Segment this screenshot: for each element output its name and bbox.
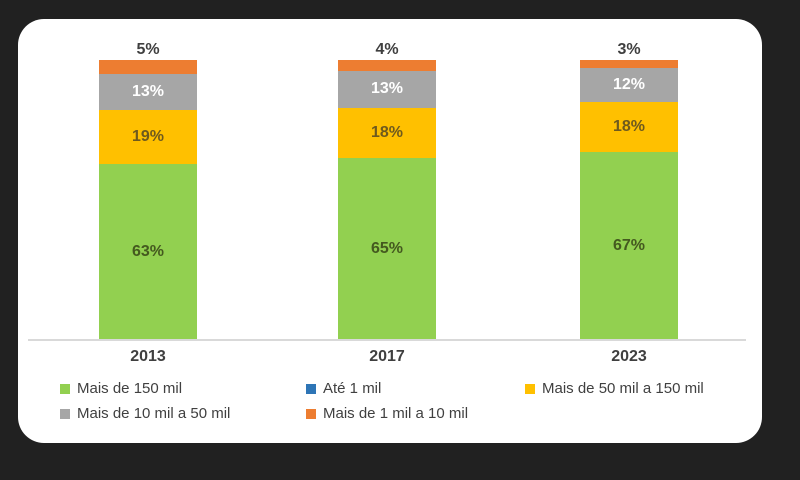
bar-segment: 63% — [99, 163, 197, 340]
segment-value-label: 65% — [370, 239, 404, 257]
bar-segment: 67% — [580, 152, 678, 340]
segment-value-label: 63% — [131, 242, 165, 260]
legend-item-mais-de-1-mil-a-10-mil: Mais de 1 mil a 10 mil — [306, 405, 468, 422]
bar-group-2013: 5% 13% 19% 63% — [99, 41, 197, 340]
bar-segment — [99, 60, 197, 74]
x-axis-tick-2017: 2017 — [369, 348, 405, 365]
legend-item-mais-de-10-mil-a-50-mil: Mais de 10 mil a 50 mil — [60, 405, 230, 422]
legend-swatch-gray-icon — [60, 408, 70, 419]
stacked-bar: 12% 18% 67% — [580, 60, 678, 340]
legend-swatch-yellow-icon — [525, 383, 535, 394]
segment-value-label: 19% — [131, 127, 165, 145]
bar-outside-value-label: 3% — [617, 41, 641, 58]
bar-segment — [338, 60, 436, 72]
bar-segment — [580, 60, 678, 69]
legend-label: Mais de 150 mil — [77, 380, 183, 397]
x-axis-tick-2013: 2013 — [130, 348, 166, 365]
segment-value-label: 67% — [612, 237, 646, 255]
bar-segment: 13% — [338, 71, 436, 108]
segment-value-label: 13% — [131, 83, 165, 101]
segment-value-label: 18% — [370, 123, 404, 141]
segment-value-label: 12% — [612, 76, 646, 94]
plot-area: 5% 13% 19% 63% 4% 13% 18% 65% 3% 12% 18% 67% 2… — [18, 19, 762, 443]
legend-label: Mais de 10 mil a 50 mil — [77, 405, 231, 422]
stacked-bar: 13% 19% 63% — [99, 60, 197, 340]
legend-item-ate-1-mil: Até 1 mil — [306, 380, 381, 397]
bar-outside-value-label: 5% — [136, 41, 160, 58]
legend-label: Mais de 1 mil a 10 mil — [323, 405, 469, 422]
segment-value-label: 18% — [612, 118, 646, 136]
bar-segment: 18% — [338, 107, 436, 158]
legend-swatch-blue-icon — [306, 383, 316, 394]
x-axis-line — [28, 339, 746, 341]
bar-segment: 65% — [338, 157, 436, 340]
bar-segment: 18% — [580, 101, 678, 153]
bar-group-2017: 4% 13% 18% 65% — [338, 41, 436, 340]
bar-segment: 19% — [99, 110, 197, 164]
legend-swatch-green-icon — [60, 383, 70, 394]
legend-label: Mais de 50 mil a 150 mil — [542, 380, 704, 397]
bar-group-2023: 3% 12% 18% 67% — [580, 41, 678, 340]
legend-item-mais-de-50-mil-a-150-mil: Mais de 50 mil a 150 mil — [525, 380, 704, 397]
legend-item-mais-de-150-mil: Mais de 150 mil — [60, 380, 182, 397]
segment-value-label: 13% — [370, 80, 404, 98]
legend-swatch-orange-icon — [306, 408, 316, 419]
legend-label: Até 1 mil — [323, 380, 382, 397]
bar-segment: 13% — [99, 74, 197, 111]
bar-segment: 12% — [580, 68, 678, 102]
chart-card: 5% 13% 19% 63% 4% 13% 18% 65% 3% 12% 18% 67% 2… — [18, 19, 762, 443]
bar-outside-value-label: 4% — [375, 41, 399, 58]
x-axis-tick-2023: 2023 — [611, 348, 647, 365]
stacked-bar: 13% 18% 65% — [338, 60, 436, 340]
